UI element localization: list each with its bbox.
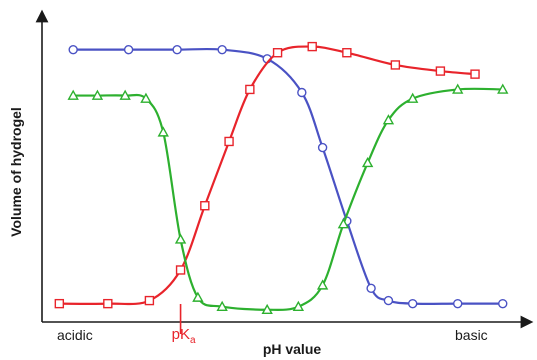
series-line-circle [73, 47, 503, 305]
triangle-point [361, 156, 374, 168]
circle-point [172, 44, 182, 55]
circle-point [317, 142, 328, 153]
square-point [245, 84, 255, 95]
series-layer [54, 41, 509, 315]
square-point [470, 69, 480, 79]
triangle-point [382, 114, 395, 125]
circle-point [383, 295, 394, 306]
series-triangle [67, 83, 509, 315]
square-point [272, 48, 283, 58]
square-point [435, 66, 446, 76]
triangle-point [216, 300, 228, 311]
triangle-point [292, 300, 305, 311]
square-point [200, 201, 210, 211]
circle-point [297, 87, 307, 98]
x-axis-title: pH value [263, 341, 322, 357]
circle-point [68, 44, 78, 55]
circle-point [453, 298, 463, 309]
triangle-point [261, 303, 273, 315]
circle-point [123, 44, 134, 55]
x-tick-label-basic: basic [455, 327, 488, 343]
triangle-point [174, 233, 187, 244]
square-point [144, 295, 155, 306]
pka-label: pKa [172, 326, 196, 346]
circle-point [366, 283, 376, 294]
series-circle [68, 44, 508, 309]
triangle-point [67, 89, 79, 100]
triangle-point [497, 83, 509, 94]
triangle-point [192, 291, 204, 302]
series-square [54, 41, 480, 309]
circle-point [498, 298, 508, 309]
circle-point [407, 298, 418, 309]
triangle-point [140, 92, 152, 103]
square-point [307, 41, 317, 52]
square-point [224, 136, 234, 147]
series-line-square [59, 45, 476, 306]
x-tick-label-acidic: acidic [57, 327, 93, 343]
square-point [103, 298, 113, 309]
square-point [342, 48, 352, 58]
y-axis-title: Volume of hydrogel [8, 107, 24, 237]
triangle-point [337, 218, 350, 229]
triangle-point [406, 92, 419, 103]
triangle-point [119, 89, 131, 100]
square-point [390, 60, 401, 70]
square-point [54, 298, 65, 309]
series-line-triangle [73, 87, 503, 311]
triangle-point [316, 279, 329, 290]
triangle-point [452, 83, 464, 94]
circle-point [217, 44, 227, 55]
triangle-point [91, 89, 104, 100]
square-point [175, 265, 186, 275]
triangle-point [157, 126, 169, 137]
